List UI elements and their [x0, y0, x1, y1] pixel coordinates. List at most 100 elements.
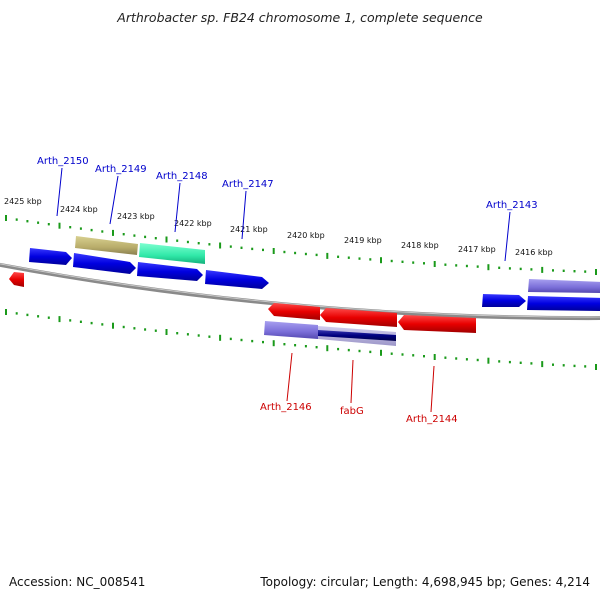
major-tick	[433, 261, 436, 267]
minor-tick	[508, 267, 511, 270]
minor-tick	[337, 255, 340, 258]
leader-line	[504, 211, 511, 262]
major-tick	[165, 236, 168, 243]
minor-tick	[251, 339, 254, 343]
minor-tick	[186, 333, 189, 336]
minor-tick	[262, 248, 264, 252]
gene-arrow-forward-arth-2143[interactable]	[528, 279, 600, 293]
gene-label-reverse[interactable]: Arth_2146	[260, 402, 312, 413]
major-tick	[595, 364, 597, 370]
minor-tick	[423, 355, 425, 358]
minor-tick	[562, 269, 565, 272]
gene-label-reverse[interactable]: Arth_2144	[406, 414, 458, 425]
gene-arrow-forward-arth-2147[interactable]	[205, 270, 269, 289]
minor-tick	[15, 218, 18, 221]
minor-tick	[144, 328, 147, 331]
gene-arrow-forward[interactable]	[527, 296, 600, 311]
gene-label-reverse[interactable]: fabG	[340, 406, 364, 417]
gene-arrow-forward[interactable]	[482, 294, 526, 307]
minor-tick	[444, 356, 447, 359]
major-tick	[112, 229, 114, 236]
accession-text: Accession: NC_008541	[9, 575, 146, 589]
gene-label-forward[interactable]: Arth_2148	[156, 171, 208, 182]
chromosome-backbone-highlight	[0, 263, 600, 318]
gene-arrow-forward[interactable]	[137, 262, 203, 281]
gene-arrow-forward-arth-2148[interactable]	[139, 243, 205, 264]
major-tick	[272, 340, 275, 347]
kbp-label: 2417 kbp	[458, 245, 496, 254]
gene-label-forward[interactable]: Arth_2149	[95, 164, 147, 175]
minor-tick	[176, 239, 179, 242]
minor-tick	[465, 264, 468, 268]
gene-arrow-reverse-fabg-core[interactable]	[318, 330, 396, 341]
minor-tick	[79, 227, 82, 230]
minor-tick	[133, 234, 136, 237]
minor-tick	[562, 364, 565, 367]
gene-arrow-reverse-arth-2144[interactable]	[398, 315, 476, 333]
gene-arrow-reverse[interactable]	[320, 308, 397, 327]
forward-tick-track	[5, 215, 597, 275]
minor-tick	[519, 361, 522, 364]
minor-tick	[519, 267, 522, 271]
minor-tick	[315, 346, 318, 349]
minor-tick	[69, 319, 72, 322]
major-tick	[487, 357, 490, 364]
minor-tick	[133, 327, 136, 330]
gene-arrow-forward-arth-2149[interactable]	[75, 236, 138, 255]
leader-line	[56, 167, 63, 217]
minor-tick	[79, 320, 82, 323]
minor-tick	[508, 360, 511, 364]
gene-label-forward[interactable]: Arth_2147	[222, 179, 274, 190]
minor-tick	[294, 251, 297, 255]
gene-arrow-reverse[interactable]	[268, 303, 320, 320]
minor-tick	[240, 246, 243, 249]
minor-tick	[573, 364, 576, 368]
major-tick	[165, 329, 168, 335]
minor-tick	[552, 269, 554, 272]
leader-line	[286, 352, 293, 402]
minor-tick	[15, 312, 18, 315]
leader-line	[174, 182, 181, 233]
minor-tick	[208, 335, 211, 338]
minor-tick	[47, 316, 50, 319]
minor-tick	[315, 253, 318, 257]
minor-tick	[26, 313, 29, 317]
minor-tick	[197, 242, 200, 245]
minor-tick	[37, 315, 40, 318]
kbp-label: 2423 kbp	[117, 212, 155, 221]
minor-tick	[369, 350, 372, 354]
kbp-label: 2418 kbp	[401, 241, 439, 250]
minor-tick	[47, 223, 50, 226]
major-tick	[5, 309, 7, 315]
minor-tick	[251, 247, 254, 251]
major-tick	[595, 269, 597, 275]
forward-strand-genes	[29, 236, 600, 311]
minor-tick	[584, 365, 587, 368]
minor-tick	[347, 256, 350, 259]
minor-tick	[90, 228, 93, 232]
minor-tick	[208, 243, 211, 246]
minor-tick	[552, 363, 554, 366]
gene-label-forward[interactable]: Arth_2150	[37, 156, 89, 167]
leader-line	[109, 175, 119, 225]
gene-arrow-forward[interactable]	[29, 248, 72, 265]
gene-label-forward[interactable]: Arth_2143	[486, 200, 538, 211]
gene-arrow-forward-arth-2150[interactable]	[73, 253, 136, 274]
minor-tick	[573, 270, 576, 273]
minor-tick	[229, 337, 232, 341]
major-tick	[487, 264, 490, 271]
minor-tick	[476, 265, 479, 268]
minor-tick	[455, 264, 458, 267]
major-tick	[5, 215, 7, 221]
gene-arrow-reverse[interactable]	[9, 272, 24, 287]
minor-tick	[390, 259, 393, 263]
minor-tick	[530, 268, 533, 271]
major-tick	[326, 252, 329, 259]
minor-tick	[294, 344, 297, 347]
minor-tick	[412, 354, 415, 357]
minor-tick	[476, 358, 479, 362]
minor-tick	[498, 360, 501, 363]
minor-tick	[498, 266, 501, 269]
gene-arrow-reverse-arth-2146[interactable]	[264, 321, 318, 339]
